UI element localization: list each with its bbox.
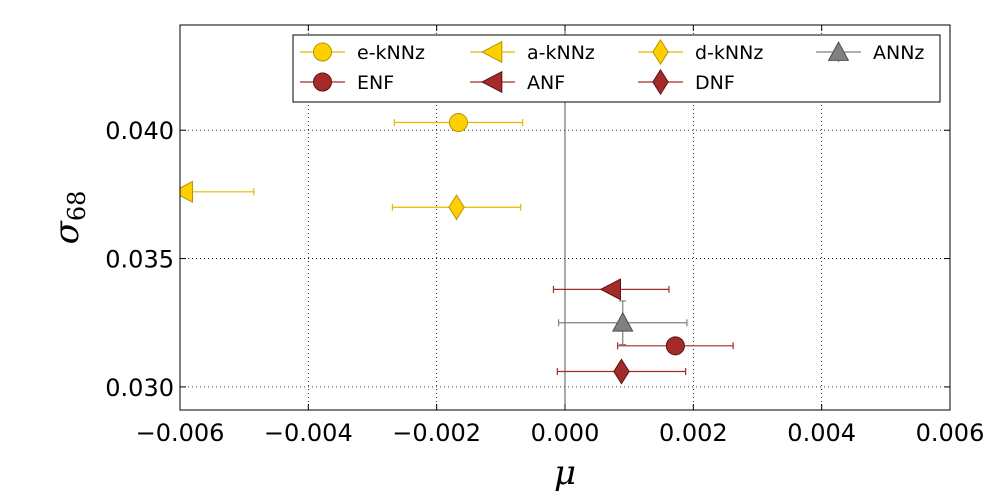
legend-item-dnf: DNF [638,68,735,96]
series-a-knnz [180,180,255,204]
legend: e-kNNz ENF a-kNNz ANF d-kNNz DNF ANNz [292,34,941,103]
legend-item-anf: ANF [470,70,565,94]
legend-item-enf: ENF [300,72,394,94]
point-enf [665,336,685,356]
series-annz [557,300,688,346]
x-axis-label: μ [554,453,576,493]
legend-label-enf: ENF [357,72,394,94]
y-tick-label: 0.035 [105,246,174,274]
series-anf [552,278,670,301]
legend-label-e-knnz: e-kNNz [357,42,425,64]
legend-label-a-knnz: a-kNNz [527,42,595,64]
legend-marker-a-knnz [481,40,503,64]
legend-box [292,34,941,103]
x-tick-label: −0.004 [264,419,353,447]
legend-item-a-knnz: a-kNNz [470,40,595,64]
legend-marker-enf [313,72,332,92]
x-tick-label: 0.004 [787,419,856,447]
series-dnf [556,358,687,385]
point-e-knnz [448,113,468,133]
x-tick-label: 0.002 [659,419,728,447]
legend-marker-e-knnz [313,42,332,62]
legend-marker-d-knnz [652,38,669,66]
legend-item-annz: ANNz [816,41,924,64]
point-annz [612,311,634,332]
x-tick-label: −0.006 [136,419,225,447]
legend-label-annz: ANNz [873,42,924,64]
legend-item-d-knnz: d-kNNz [638,38,763,66]
axis-ticks [179,25,951,410]
legend-marker-anf [481,70,503,94]
legend-label-d-knnz: d-kNNz [695,42,763,64]
series-enf [617,336,734,356]
x-tick-label: 0.000 [531,419,600,447]
x-tick-label: 0.006 [916,419,985,447]
legend-item-e-knnz: e-kNNz [300,42,425,64]
point-a-knnz [180,180,194,204]
x-tick-label: −0.002 [392,419,481,447]
legend-marker-annz [827,41,850,61]
y-axis-label: σ68 [47,191,91,245]
y-tick-label: 0.040 [105,117,174,145]
y-axis-label-main: σ [47,220,87,244]
plot-area [180,113,734,385]
legend-label-dnf: DNF [695,72,735,94]
y-axis-label-subscript: 68 [63,191,91,222]
series-d-knnz [391,194,522,221]
y-tick-label: 0.030 [105,374,174,402]
point-dnf [613,358,630,385]
series-e-knnz [393,113,524,133]
point-d-knnz [448,194,465,221]
legend-label-anf: ANF [527,72,565,94]
legend-marker-dnf [652,68,669,96]
tick-labels: −0.006 −0.004 −0.002 0.000 0.002 0.004 0.006 0.… [105,117,984,447]
point-anf [599,278,622,301]
